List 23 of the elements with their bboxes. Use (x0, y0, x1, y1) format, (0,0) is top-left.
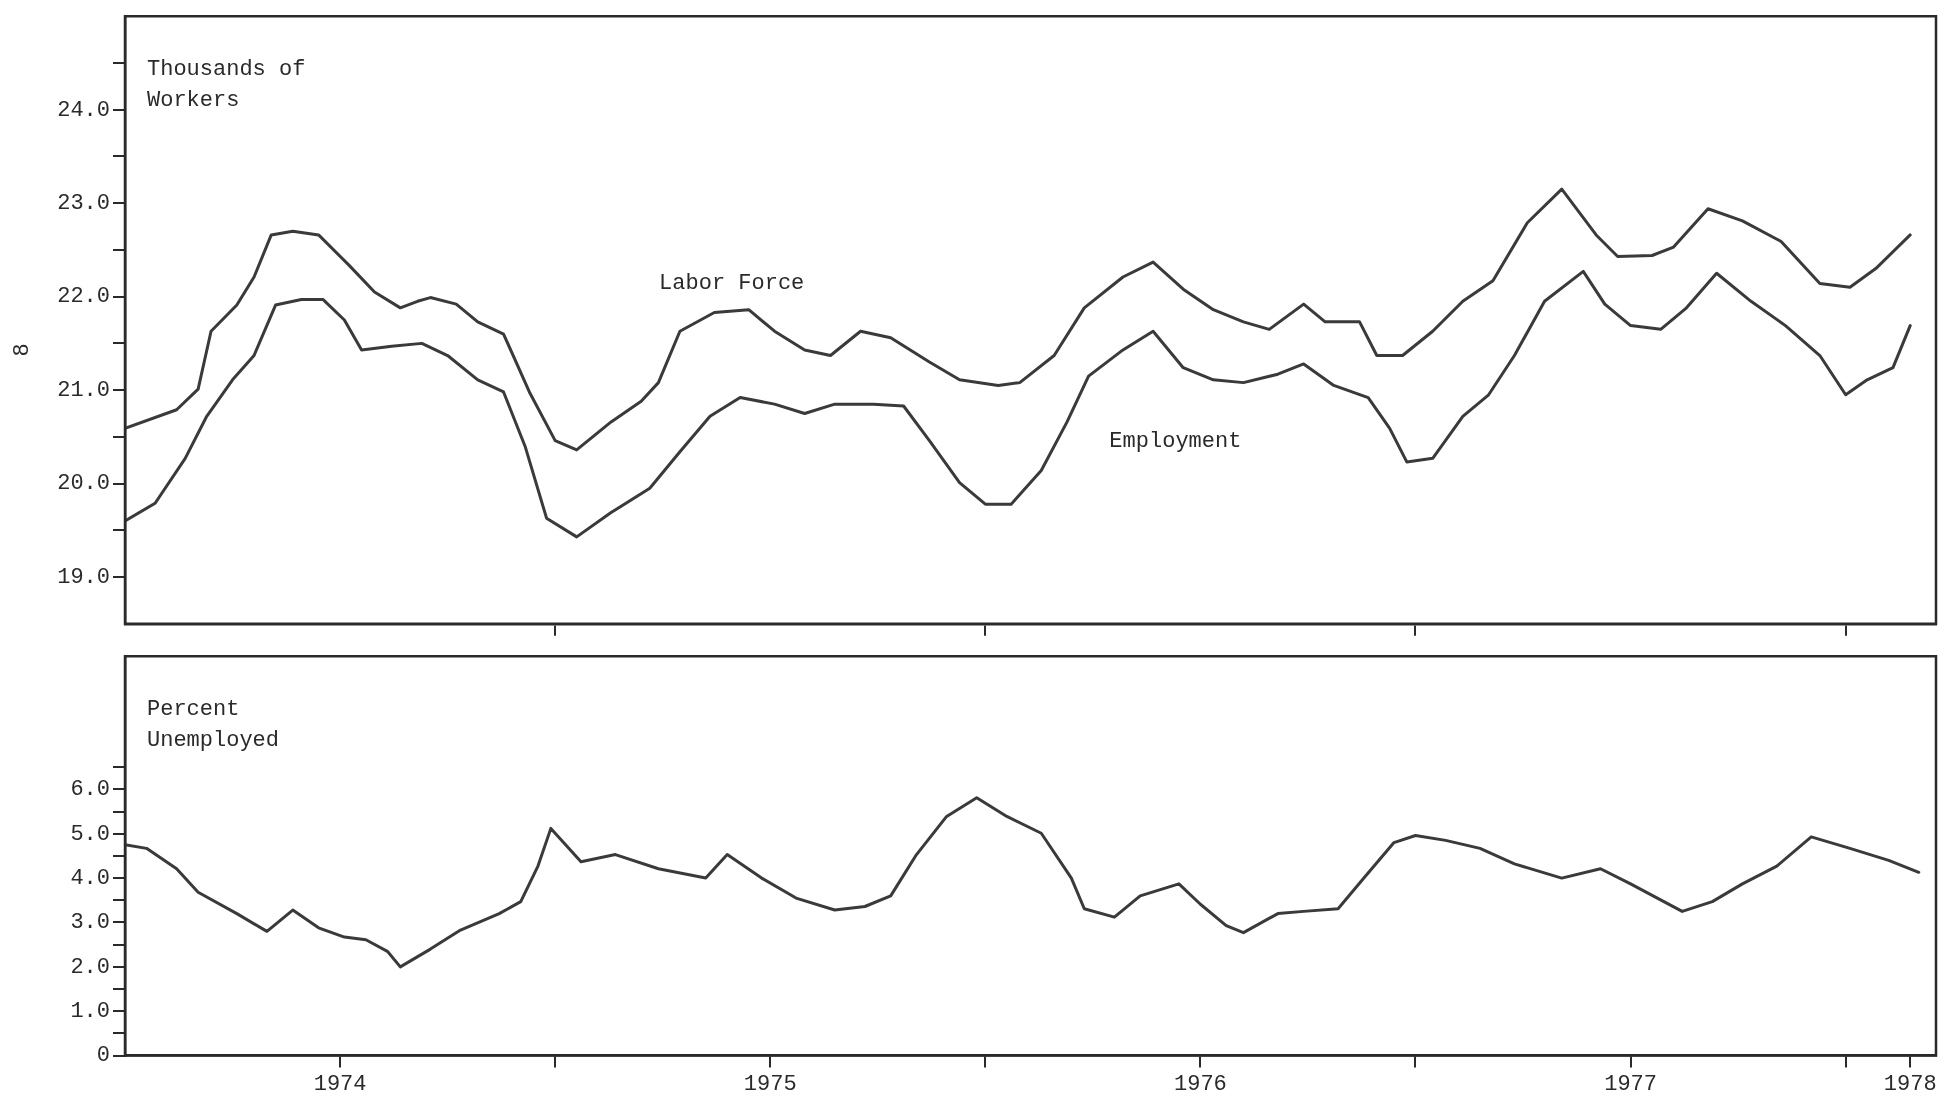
y-tick-label: 21.0 (57, 377, 110, 403)
x-tick-label: 1977 (1604, 1071, 1657, 1097)
y-tick-label: 24.0 (57, 97, 110, 123)
text: 8 (9, 343, 35, 357)
x-tick-label: 1974 (313, 1071, 367, 1097)
y-tick-label: 1.0 (70, 999, 110, 1025)
y-tick-label: 4.0 (70, 865, 110, 891)
y-tick-label: 23.0 (57, 190, 110, 216)
y-tick-label: 22.0 (57, 284, 110, 310)
y-tick-label: 20.0 (57, 471, 110, 497)
y-tick-label: 6.0 (70, 777, 110, 803)
x-tick-label: 1978 (1883, 1071, 1937, 1097)
x-tick-label: 1975 (743, 1071, 797, 1097)
annotation: Labor Force (659, 271, 805, 297)
y-tick-label: 0 (96, 1043, 110, 1069)
y-axis-title: Percent Unemployed (147, 697, 280, 754)
y-tick-label: 3.0 (70, 910, 110, 936)
x-tick-label: 1976 (1174, 1071, 1227, 1097)
y-axis-title: Thousands of Workers (147, 57, 306, 114)
y-tick-label: 2.0 (70, 954, 110, 980)
y-tick-label: 19.0 (57, 564, 110, 590)
annotation: Employment (1109, 429, 1242, 455)
y-tick-label: 5.0 (70, 821, 110, 847)
